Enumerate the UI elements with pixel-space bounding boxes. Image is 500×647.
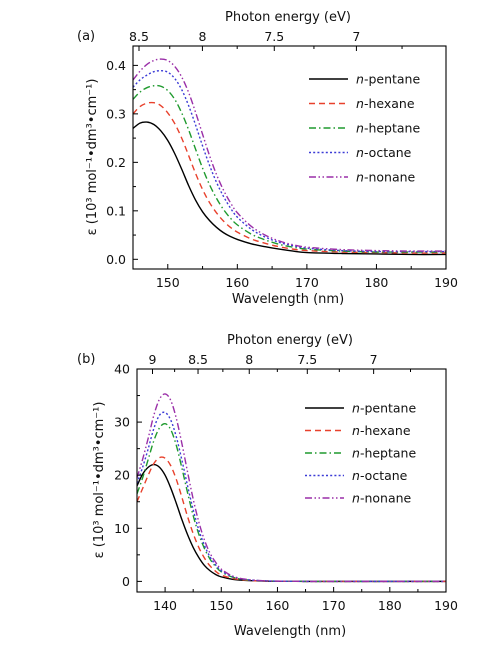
x-tick-label: 190 — [434, 598, 458, 613]
y-tick-label: 30 — [114, 415, 130, 430]
y-tick-label: 0.4 — [106, 58, 126, 73]
y-axis-title: ε (10³ mol⁻¹•dm³•cm⁻¹) — [85, 79, 100, 236]
chart-panel: 150 160 170 180 190 0.0 0.1 0.2 0.3 0.48.5 8 7.5 7Ph… — [77, 10, 458, 307]
top-axis-title: Photon energy (eV) — [227, 333, 353, 348]
panel-label: (a) — [77, 29, 95, 44]
panel-label: (b) — [77, 352, 95, 367]
x-tick-label: 170 — [322, 598, 346, 613]
y-tick-label: 0.0 — [106, 252, 126, 267]
legend-label-name: -octane — [364, 145, 412, 160]
top-tick-label: 8.5 — [129, 29, 149, 44]
top-tick-label: 7.5 — [264, 29, 284, 44]
legend-item: n-heptane — [305, 446, 416, 461]
legend-label-name: -pentane — [364, 72, 421, 87]
x-tick-label: 150 — [209, 598, 233, 613]
legend-item: n-nonane — [309, 170, 416, 185]
top-tick-label: 7 — [370, 352, 378, 367]
y-tick-label: 40 — [114, 362, 130, 377]
legend-label-name: -pentane — [360, 401, 417, 416]
legend-label-prefix: n — [352, 446, 360, 461]
legend-item: n-heptane — [309, 121, 420, 136]
x-tick-label: 190 — [434, 275, 458, 290]
y-tick-label: 0.1 — [106, 203, 126, 218]
legend-label-name: -octane — [360, 468, 408, 483]
y-axis-title: ε (10³ mol⁻¹•dm³•cm⁻¹) — [92, 402, 107, 559]
y-tick-label: 20 — [114, 468, 130, 483]
legend-label-name: -heptane — [364, 121, 421, 136]
y-tick-label: 0.3 — [106, 106, 126, 121]
legend-item: n-hexane — [305, 423, 411, 438]
series-line-hexane — [133, 101, 446, 254]
series-line-nonane — [133, 58, 446, 252]
top-axis-title: Photon energy (eV) — [225, 10, 351, 25]
legend-label: n-nonane — [356, 170, 416, 185]
x-axis-title: Wavelength (nm) — [234, 624, 346, 639]
legend-label: n-pentane — [356, 72, 420, 87]
legend-label: n-pentane — [352, 401, 416, 416]
legend-label: n-hexane — [352, 423, 411, 438]
legend-label: n-hexane — [356, 96, 415, 111]
top-tick-label: 8.5 — [188, 352, 208, 367]
legend-label-prefix: n — [352, 468, 360, 483]
legend-label-prefix: n — [356, 72, 364, 87]
chart-panel: 140 150 160 170 180 190 0 10 20 30 40 9 8.5 8 7.5 7 Phot… — [77, 333, 458, 639]
x-tick-label: 160 — [266, 598, 290, 613]
y-tick-label: 0 — [122, 574, 130, 589]
y-tick-label: 0.2 — [106, 155, 126, 170]
legend-label: n-octane — [356, 145, 412, 160]
series-line-pentane — [133, 121, 446, 256]
top-tick-label: 9 — [149, 352, 157, 367]
legend-label: n-heptane — [356, 121, 420, 136]
plot-frame — [136, 368, 447, 593]
legend-label: n-nonane — [352, 491, 412, 506]
legend-item: n-octane — [305, 468, 408, 483]
legend-label-name: -nonane — [360, 491, 412, 506]
top-tick-label: 7.5 — [297, 352, 317, 367]
legend-item: n-octane — [309, 145, 412, 160]
legend-item: n-pentane — [309, 72, 420, 87]
legend-item: n-nonane — [305, 491, 412, 506]
plot-frame — [132, 45, 447, 270]
top-tick-label: 8 — [245, 352, 253, 367]
y-tick-label: 10 — [114, 521, 130, 536]
legend-label-name: -hexane — [364, 96, 415, 111]
legend: n-pentanen-hexanen-heptanen-octanen-nona… — [305, 401, 416, 506]
x-tick-label: 140 — [153, 598, 177, 613]
series-line-octane — [137, 411, 446, 583]
top-tick-label: 8 — [198, 29, 206, 44]
legend-item: n-hexane — [309, 96, 415, 111]
legend: n-pentanen-hexanen-heptanen-octanen-nona… — [309, 72, 420, 185]
legend-label-name: -heptane — [360, 446, 417, 461]
series-line-nonane — [137, 393, 446, 583]
legend-label-name: -nonane — [364, 170, 416, 185]
legend-label-prefix: n — [356, 121, 364, 136]
x-tick-label: 180 — [365, 275, 389, 290]
x-tick-label: 180 — [378, 598, 402, 613]
legend-label-name: -hexane — [360, 423, 411, 438]
legend-label-prefix: n — [356, 170, 364, 185]
legend-label-prefix: n — [352, 401, 360, 416]
legend-label-prefix: n — [352, 423, 360, 438]
legend-label: n-heptane — [352, 446, 416, 461]
legend-label-prefix: n — [352, 491, 360, 506]
x-tick-label: 170 — [295, 275, 319, 290]
x-tick-label: 150 — [156, 275, 180, 290]
legend-label-prefix: n — [356, 145, 364, 160]
legend-label: n-octane — [352, 468, 408, 483]
x-axis-title: Wavelength (nm) — [232, 292, 344, 307]
top-tick-label: 7 — [352, 29, 360, 44]
series-line-heptane — [133, 84, 446, 253]
legend-item: n-pentane — [305, 401, 416, 416]
legend-label-prefix: n — [356, 96, 364, 111]
x-tick-label: 160 — [225, 275, 249, 290]
